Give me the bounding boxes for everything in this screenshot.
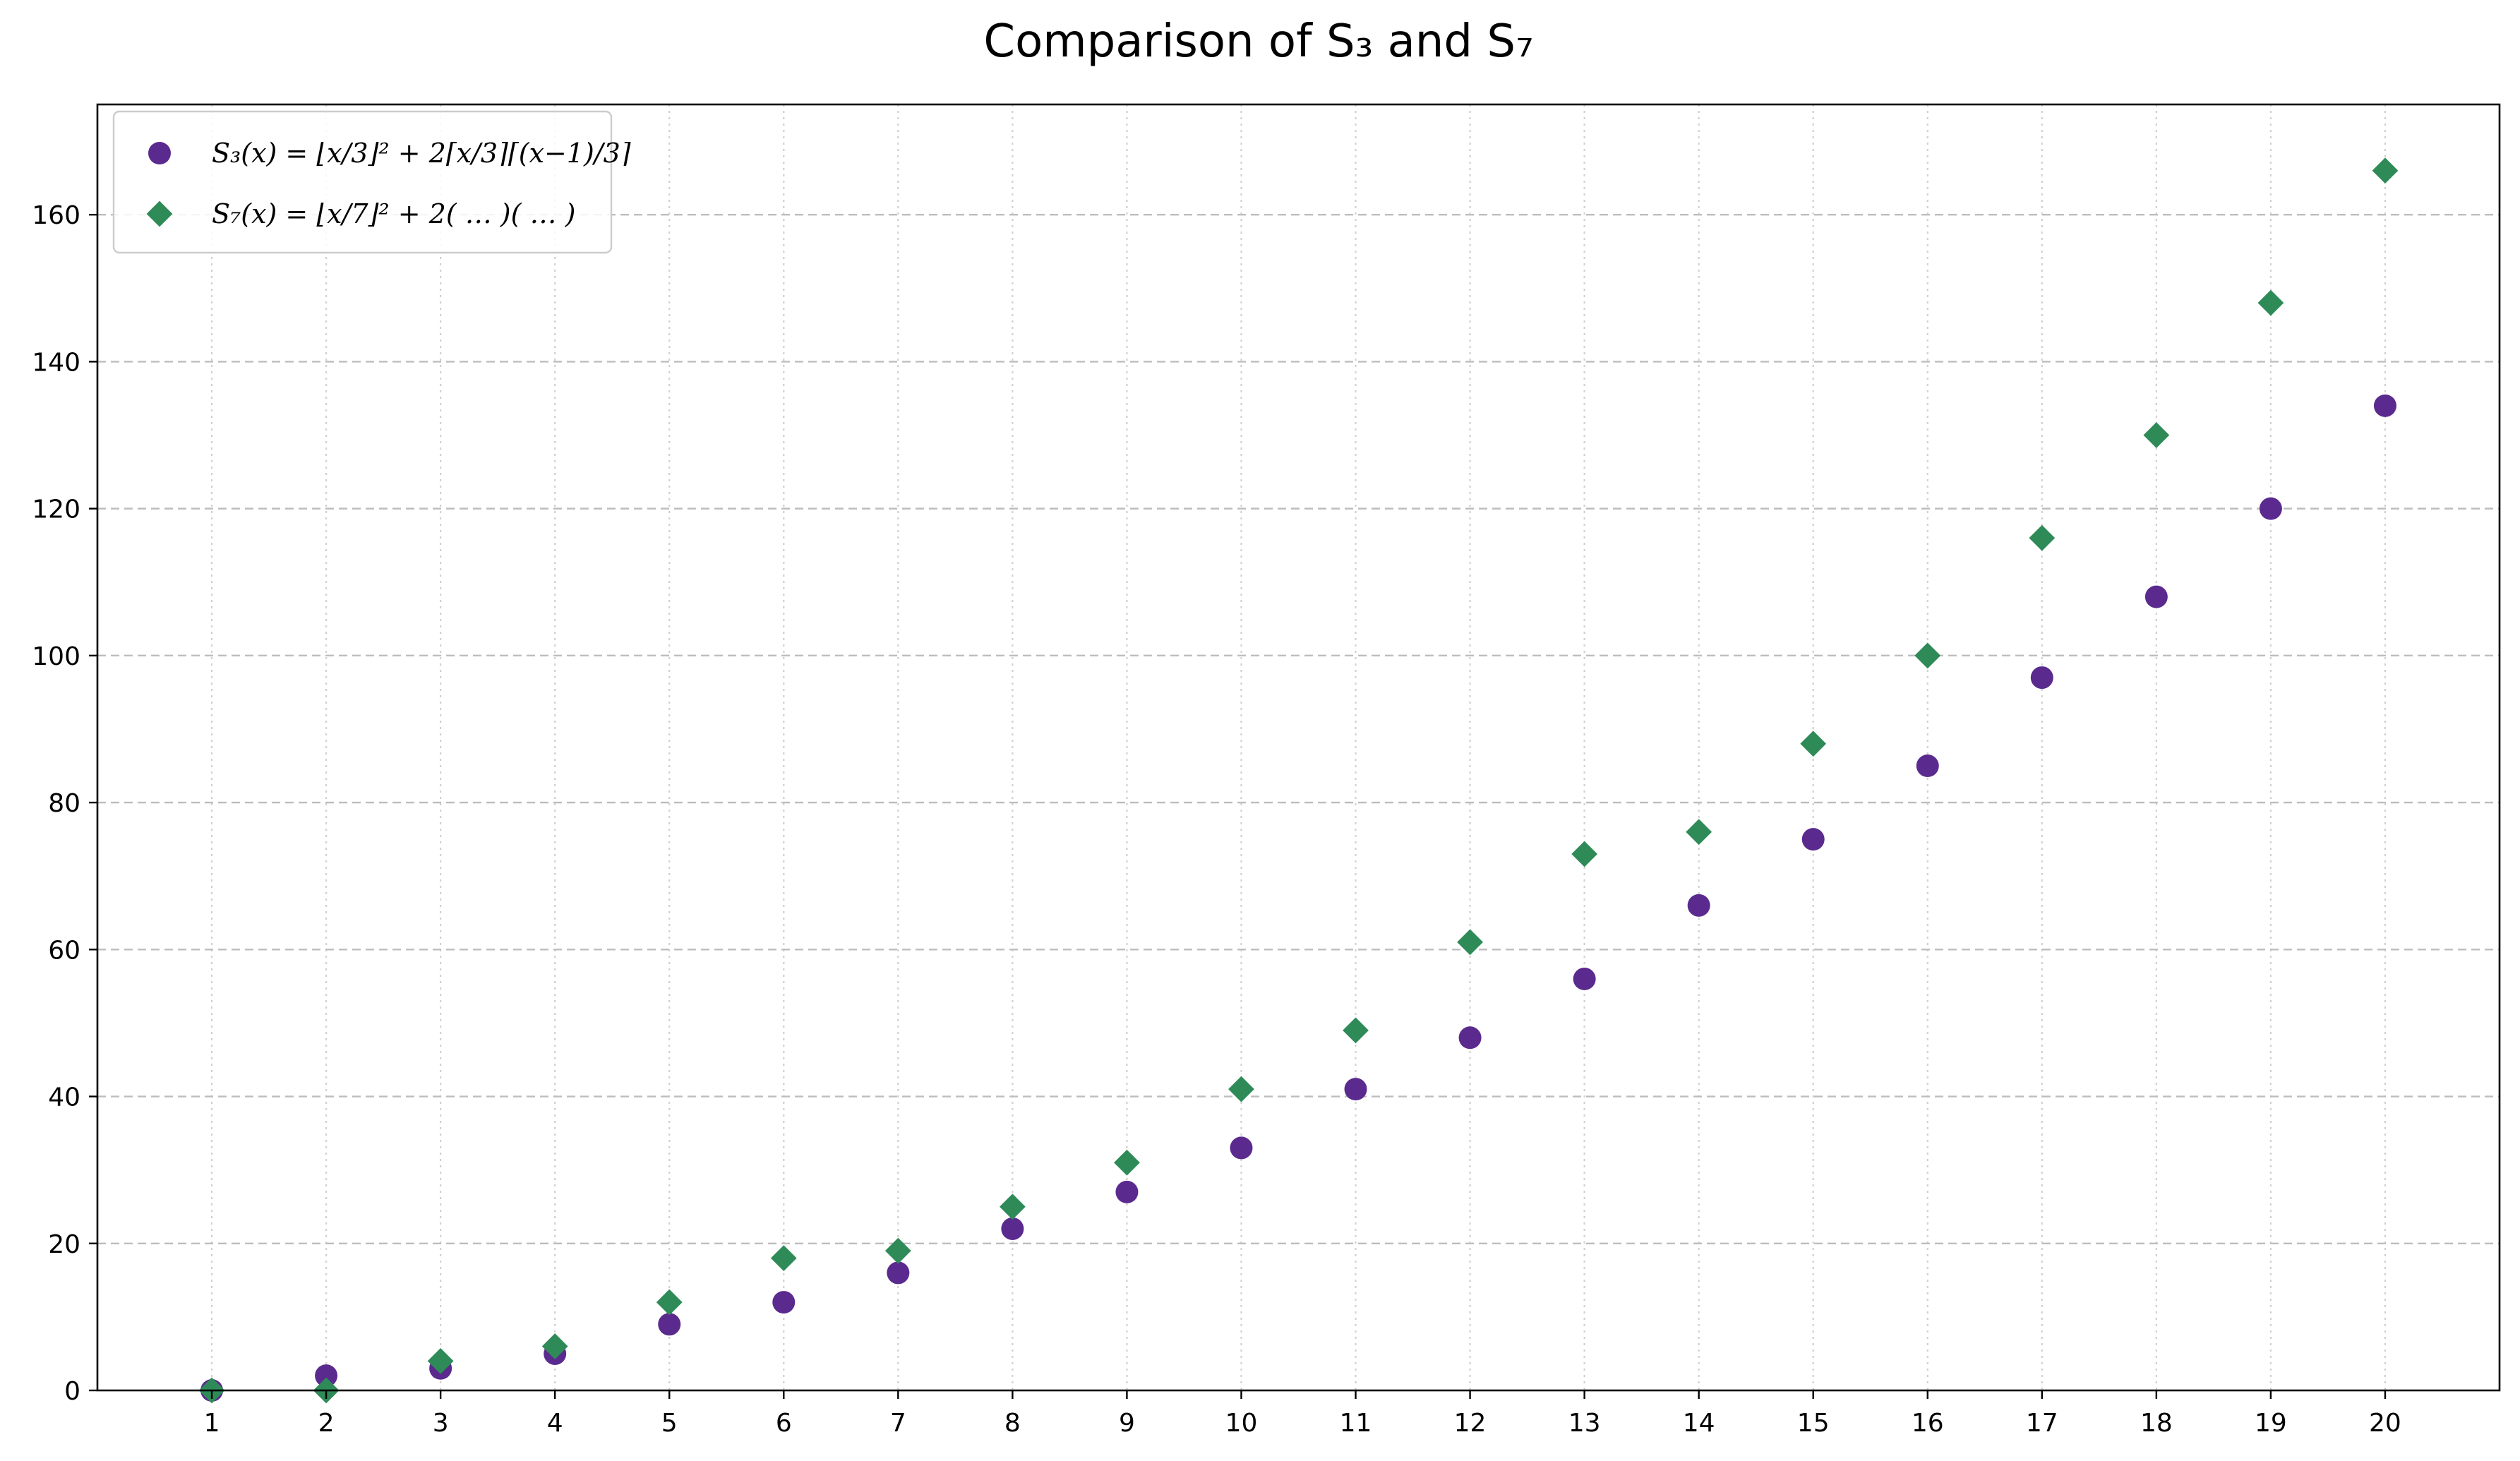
data-point-s3 — [2259, 497, 2282, 520]
x-axis: 1 2 3 4 5 6 7 8 9 10 11 12 13 14 15 16 17 18 19 20 — [204, 1390, 2401, 1438]
data-point-s3 — [1687, 894, 1710, 917]
data-point-s3 — [1230, 1136, 1253, 1160]
series-1 — [198, 157, 2399, 1404]
series-0 — [200, 394, 2396, 1402]
y-tick-label: 160 — [32, 201, 80, 230]
x-tick-label: 15 — [1797, 1409, 1830, 1438]
legend-box — [112, 110, 613, 254]
legend-marker-s7 — [146, 200, 173, 227]
y-tick-label: 120 — [32, 495, 80, 524]
legend-marker-s3 — [148, 142, 171, 164]
data-point-s7 — [1800, 730, 1827, 757]
x-tick-label: 18 — [2140, 1409, 2173, 1438]
data-point-s3 — [2030, 666, 2053, 690]
x-tick-label: 6 — [776, 1409, 792, 1438]
x-tick-label: 13 — [1568, 1409, 1601, 1438]
legend-label-s7: S₇(x) = ⌊x/7⌋² + 2( … )( … ) — [212, 198, 575, 229]
data-point-s7 — [1228, 1076, 1254, 1102]
x-tick-label: 20 — [2369, 1409, 2401, 1438]
data-point-s7 — [1686, 819, 1712, 846]
data-point-s7 — [541, 1333, 568, 1359]
x-tick-label: 7 — [890, 1409, 906, 1438]
y-tick-label: 40 — [48, 1083, 80, 1112]
y-tick-label: 20 — [48, 1230, 80, 1259]
data-point-s3 — [1458, 1026, 1482, 1050]
y-tick-label: 80 — [48, 789, 80, 818]
x-tick-label: 14 — [1683, 1409, 1715, 1438]
plot-frame — [96, 103, 2501, 1392]
series-layer — [198, 157, 2399, 1404]
data-point-s3 — [772, 1291, 796, 1314]
data-point-s3 — [2144, 585, 2168, 608]
data-point-s7 — [999, 1194, 1026, 1220]
y-axis: 0 20 40 60 80 100 120 140 160 — [32, 201, 97, 1406]
data-point-s7 — [1114, 1149, 1140, 1176]
x-tick-label: 5 — [661, 1409, 678, 1438]
data-point-s3 — [1001, 1217, 1024, 1240]
x-tick-label: 17 — [2026, 1409, 2058, 1438]
data-point-s7 — [884, 1237, 911, 1264]
x-tick-label: 19 — [2255, 1409, 2287, 1438]
data-point-s7 — [427, 1347, 454, 1374]
data-point-s3 — [887, 1261, 910, 1285]
x-tick-label: 8 — [1004, 1409, 1021, 1438]
data-point-s3 — [1115, 1180, 1139, 1203]
data-point-s3 — [2373, 394, 2396, 417]
x-tick-label: 1 — [204, 1409, 220, 1438]
legend: S₃(x) = ⌊x/3⌋² + 2⌈x/3⌉⌈(x−1)/3⌉ S₇(x) =… — [112, 110, 631, 254]
data-point-s3 — [315, 1364, 338, 1388]
chart-title: Comparison of S₃ and S₇ — [983, 16, 1533, 68]
y-tick-label: 0 — [64, 1377, 80, 1406]
legend-label-s3: S₃(x) = ⌊x/3⌋² + 2⌈x/3⌉⌈(x−1)/3⌉ — [212, 138, 631, 169]
x-tick-label: 4 — [547, 1409, 563, 1438]
data-point-s7 — [1914, 642, 1941, 669]
x-tick-label: 10 — [1225, 1409, 1258, 1438]
x-tick-label: 12 — [1454, 1409, 1487, 1438]
x-tick-label: 3 — [433, 1409, 449, 1438]
data-point-s3 — [658, 1313, 681, 1336]
data-point-s3 — [1801, 828, 1825, 851]
data-point-s7 — [2372, 157, 2399, 184]
data-point-s3 — [1573, 967, 1596, 990]
y-tick-label: 60 — [48, 936, 80, 965]
y-tick-label: 100 — [32, 642, 80, 671]
data-point-s7 — [656, 1289, 683, 1316]
data-point-s7 — [1343, 1017, 1369, 1044]
data-point-s3 — [1344, 1078, 1367, 1101]
data-point-s7 — [2143, 422, 2170, 448]
x-tick-label: 16 — [1912, 1409, 1944, 1438]
data-point-s7 — [2029, 524, 2056, 551]
data-point-s7 — [1571, 841, 1598, 867]
data-point-s7 — [2257, 289, 2284, 316]
x-tick-label: 11 — [1340, 1409, 1372, 1438]
x-tick-label: 2 — [318, 1409, 335, 1438]
data-point-s7 — [1457, 929, 1483, 956]
data-point-s7 — [770, 1245, 797, 1271]
data-point-s3 — [1916, 754, 1939, 778]
y-tick-label: 140 — [32, 348, 80, 377]
x-tick-label: 9 — [1119, 1409, 1135, 1438]
grid — [97, 104, 2500, 1390]
